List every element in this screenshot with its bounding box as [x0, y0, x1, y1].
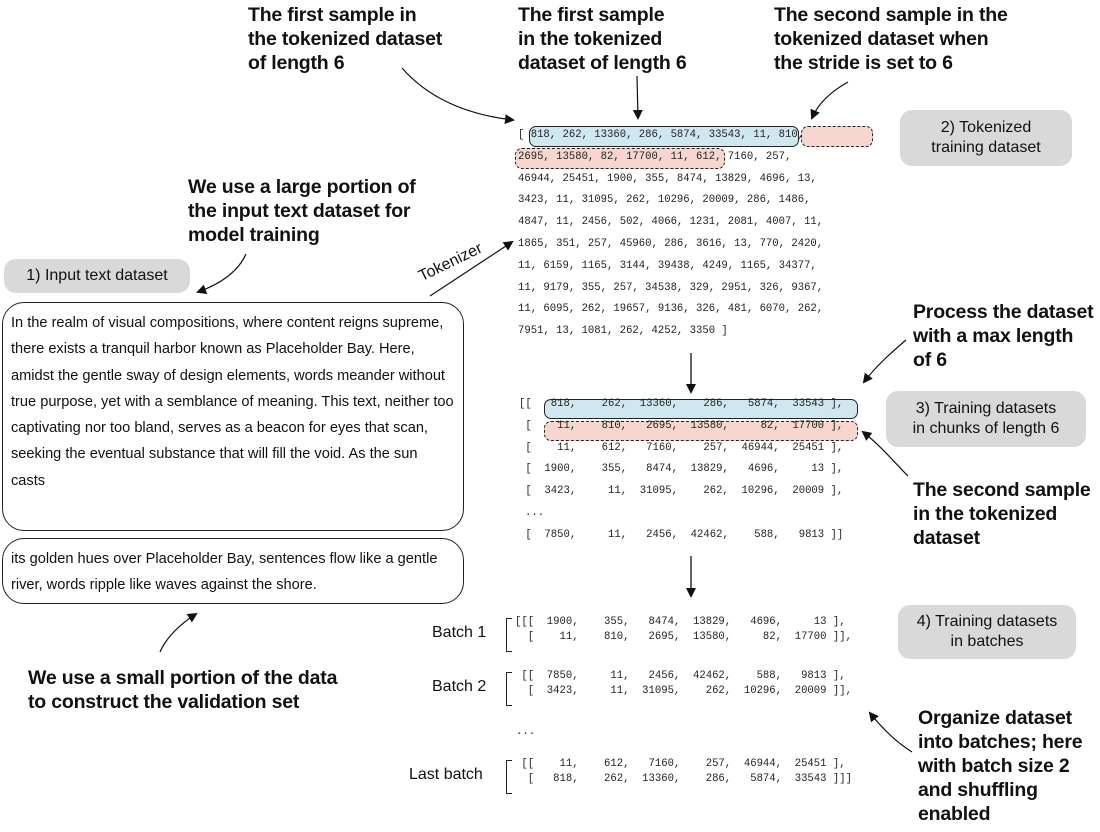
chunk-row: [ 1900, 355, 8474, 13829, 4696, 13 ], [519, 463, 844, 476]
batch-label: Batch 1 [432, 624, 487, 641]
batch-bracket [506, 618, 512, 652]
tokenized-line: 46944, 25451, 1900, 355, 8474, 13829, 46… [518, 172, 817, 185]
arrow-organize-batches [868, 711, 913, 753]
arrow-small-portion [159, 612, 198, 653]
tokenized-line: 11, 9179, 355, 257, 34538, 329, 2951, 32… [518, 281, 824, 294]
arrow-first-sample-mid [632, 75, 643, 120]
arrow-second-sample-top [810, 81, 849, 120]
annotation-process-dataset: Process the dataset with a max length of… [913, 301, 1094, 371]
batch-bracket [506, 672, 512, 706]
chunk-row: [ 11, 612, 7160, 257, 46944, 25451 ], [519, 441, 844, 454]
label-training-batches: 4) Training datasets in batches [898, 605, 1076, 659]
tokenized-line: 1865, 351, 257, 45960, 286, 3616, 13, 77… [518, 237, 824, 250]
label-tokenized-training-dataset: 2) Tokenized training dataset [900, 110, 1072, 166]
tokenized-line: 11, 6095, 262, 19657, 9136, 326, 481, 60… [518, 303, 824, 316]
arrow-second-sample-mid [861, 430, 909, 477]
batch-row: [ 11, 810, 2695, 13580, 82, 17700 ]], [515, 631, 852, 643]
batch-bracket [506, 760, 512, 794]
tokenized-line: 2695, 13580, 82, 17700, 11, 612, 7160, 2… [518, 150, 792, 163]
tokenized-dataset: [ 818, 262, 13360, 286, 5874, 33543, 11,… [518, 125, 823, 343]
tokenized-line: 3423, 11, 31095, 262, 10296, 20009, 286,… [518, 194, 811, 207]
second-sample-highlight-a [801, 126, 873, 147]
batch-row: [ 818, 262, 13360, 286, 5874, 33543 ]]] [515, 773, 852, 785]
training-text-box: In the realm of visual compositions, whe… [2, 302, 464, 531]
annotation-small-portion: We use a small portion of the data to co… [28, 667, 338, 713]
batch-ellipsis: ... [516, 726, 536, 738]
chunk-row: [[ 818, 262, 13360, 286, 5874, 33543 ], [519, 398, 844, 410]
validation-text-box: its golden hues over Placeholder Bay, se… [2, 538, 464, 604]
arrow-large-portion [196, 253, 247, 294]
first-sample-highlight [529, 126, 799, 147]
arrow-tokenizer [429, 240, 514, 297]
tokenized-line: 4847, 11, 2456, 502, 4066, 1231, 2081, 4… [518, 216, 824, 229]
annotation-second-sample-top: The second sample in the tokenized datas… [774, 4, 1008, 74]
chunk-second-highlight [544, 421, 858, 441]
second-sample-highlight-b [515, 148, 725, 169]
tokenized-line: [ 818, 262, 13360, 286, 5874, 33543, 11,… [518, 129, 805, 141]
annotation-first-sample-mid: The first sample in the tokenized datase… [518, 4, 687, 74]
annotation-organize-batches: Organize dataset into batches; here with… [918, 707, 1083, 825]
chunk-ellipsis: ... [525, 507, 545, 519]
annotation-second-sample-mid: The second sample in the tokenized datas… [913, 479, 1091, 549]
annotation-large-portion: We use a large portion of the input text… [188, 176, 416, 246]
chunk-row: [ 3423, 11, 31095, 262, 10296, 20009 ], [519, 485, 844, 498]
batch-row: [[ 7850, 11, 2456, 42462, 588, 9813 ], [515, 670, 846, 682]
batch-row: [[ 11, 612, 7160, 257, 46944, 25451 ], [515, 758, 846, 770]
arrow-process-dataset [862, 339, 907, 384]
annotation-first-sample-left: The first sample in the tokenized datase… [248, 4, 443, 74]
batch-row: [[[ 1900, 355, 8474, 13829, 4696, 13 ], [515, 616, 846, 628]
tokenized-line: 11, 6159, 1165, 3144, 39438, 4249, 1165,… [518, 259, 817, 272]
chunk-row: [ 7850, 11, 2456, 42462, 588, 9813 ]] [519, 528, 844, 541]
chunk-first-highlight [544, 399, 858, 419]
label-input-text-dataset: 1) Input text dataset [4, 259, 190, 293]
batch-label: Last batch [409, 766, 483, 783]
batch-label: Batch 2 [432, 678, 487, 695]
chunk-row: [ 11, 810, 2695, 13580, 82, 17700 ], [519, 419, 844, 432]
batch-row: [ 3423, 11, 31095, 262, 10296, 20009 ]], [515, 685, 852, 697]
label-training-chunks: 3) Training datasets in chunks of length… [886, 391, 1086, 447]
tokenized-line: 7951, 13, 1081, 262, 4252, 3350 ] [518, 325, 728, 338]
arrow-first-sample-left [401, 67, 515, 125]
